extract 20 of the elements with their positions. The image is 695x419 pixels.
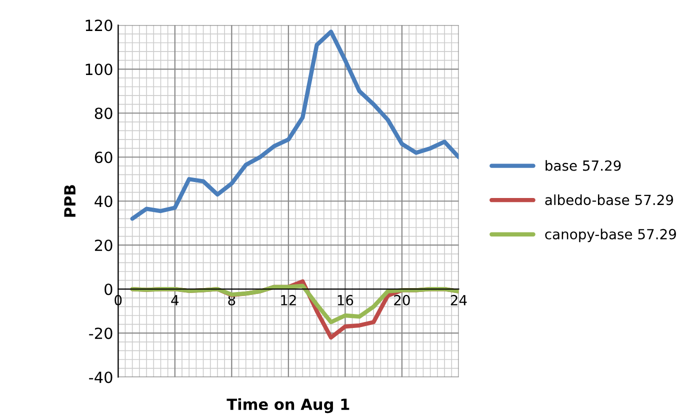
- x-tick-label: 4: [171, 295, 179, 306]
- y-tick-label: 60: [94, 152, 112, 164]
- legend-label: albedo-base 57.29: [545, 194, 674, 206]
- y-tick-label: 0: [104, 284, 112, 296]
- x-tick-label: 12: [281, 294, 296, 306]
- x-axis-title: Time on Aug 1: [226, 398, 350, 414]
- legend-label: canopy-base 57.29: [545, 228, 676, 242]
- y-tick-label: 120: [86, 20, 112, 32]
- y-tick-label: 40: [94, 196, 112, 208]
- x-tick-label: 16: [338, 294, 354, 306]
- x-tick-label: 20: [394, 294, 410, 306]
- y-axis-title: PPB: [64, 185, 76, 217]
- y-tick-label: -40: [89, 372, 112, 384]
- legend-label: base 57.29: [546, 160, 621, 171]
- x-tick-label: 24: [450, 294, 467, 306]
- y-tick-label: 100: [86, 64, 112, 76]
- line-series: [130, 30, 459, 221]
- y-tick-label: 80: [94, 108, 112, 120]
- y-tick-label: -20: [89, 328, 112, 340]
- y-tick-label: 20: [94, 240, 112, 252]
